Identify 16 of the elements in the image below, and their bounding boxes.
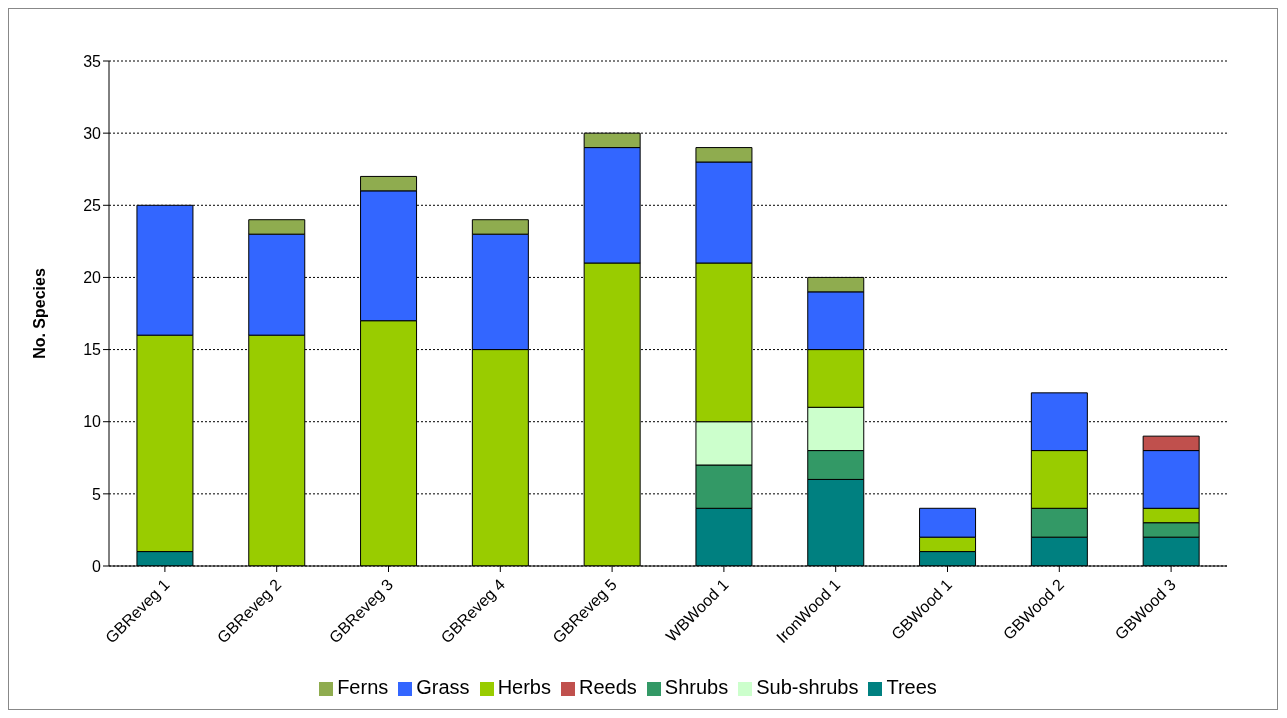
legend-label: Trees (886, 676, 937, 698)
y-tick-label: 10 (83, 413, 102, 431)
y-tick-label: 25 (83, 196, 102, 214)
y-tick-label: 30 (83, 124, 102, 142)
legend-label: Ferns (337, 676, 389, 698)
y-tick-label: 35 (83, 52, 102, 70)
y-tick-label: 15 (83, 341, 102, 359)
legend-label: Herbs (497, 676, 551, 698)
legend-label: Sub-shrubs (756, 676, 859, 698)
y-tick-label: 0 (92, 557, 102, 575)
legend-label: Shrubs (664, 676, 729, 698)
legend-label: Reeds (578, 676, 637, 698)
y-tick-label: 5 (92, 485, 102, 503)
y-tick-label: 20 (83, 269, 102, 287)
y-axis-title: No. Species (30, 268, 48, 359)
legend-label: Grass (416, 676, 470, 698)
